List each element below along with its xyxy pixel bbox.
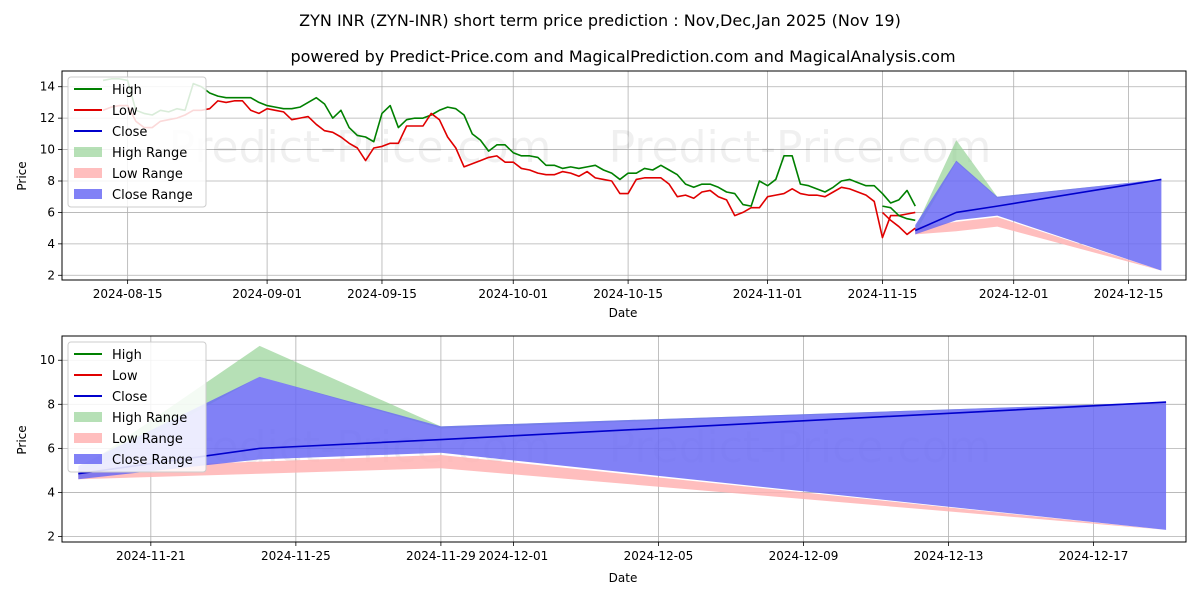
top-x-ticks: 2024-08-15 2024-09-01 2024-09-15 2024-10-01… xyxy=(93,280,1164,301)
x-tick-label: 2024-12-17 xyxy=(1059,549,1129,563)
top-watermark-left: Predict-Price.com xyxy=(169,122,552,173)
y-tick-label: 14 xyxy=(40,80,55,94)
legend-label: High xyxy=(112,83,142,98)
legend-label: High xyxy=(112,348,142,363)
bottom-x-axis-label: Date xyxy=(609,571,638,585)
legend-label: Close xyxy=(112,125,147,140)
legend-swatch-high-range xyxy=(74,412,102,422)
legend-label: High Range xyxy=(112,146,187,161)
bottom-x-ticks: 2024-11-21 2024-11-25 2024-11-29 2024-12-01… xyxy=(116,542,1128,563)
legend-swatch-close-range xyxy=(74,189,102,199)
low-history-line xyxy=(102,100,916,239)
y-tick-label: 2 xyxy=(47,529,55,543)
top-watermark-right: Predict-Price.com xyxy=(609,122,992,173)
top-chart-panel: Predict-Price.com Predict-Price.com 2024… xyxy=(15,70,1187,320)
x-tick-label: 2024-11-25 xyxy=(261,549,331,563)
top-legend: High Low Close High Range Low Range Close Ran… xyxy=(67,76,207,208)
close-range-area xyxy=(78,376,1167,530)
legend-box xyxy=(67,76,207,208)
low-recent-line xyxy=(881,211,916,236)
y-tick-label: 10 xyxy=(40,353,55,367)
y-tick-label: 6 xyxy=(47,441,55,455)
y-tick-label: 12 xyxy=(40,111,55,125)
bottom-y-ticks: 2 4 6 8 10 xyxy=(40,353,62,543)
legend-swatch-high-range xyxy=(74,147,102,157)
x-tick-label: 2024-12-05 xyxy=(624,549,694,563)
y-tick-label: 8 xyxy=(47,174,55,188)
legend-label: Close xyxy=(112,390,147,405)
chart-title: ZYN INR (ZYN-INR) short term price predi… xyxy=(299,11,901,30)
x-tick-label: 2024-12-09 xyxy=(769,549,839,563)
close-range-area xyxy=(915,160,1162,271)
x-tick-label: 2024-09-01 xyxy=(232,287,302,301)
legend-label: Low xyxy=(112,369,138,384)
close-forecast-line xyxy=(914,178,1162,232)
top-range-areas xyxy=(915,140,1162,271)
x-tick-label: 2024-11-21 xyxy=(116,549,186,563)
y-tick-label: 6 xyxy=(47,205,55,219)
x-tick-label: 2024-11-29 xyxy=(406,549,476,563)
legend-label: Close Range xyxy=(112,188,193,203)
bottom-range-areas xyxy=(78,345,1167,530)
legend-swatch-low-range xyxy=(74,168,102,178)
top-y-axis-label: Price xyxy=(15,161,29,190)
x-tick-label: 2024-08-15 xyxy=(93,287,163,301)
legend-label: Low xyxy=(112,104,138,119)
top-x-axis-label: Date xyxy=(609,306,638,320)
x-tick-label: 2024-11-01 xyxy=(733,287,803,301)
bottom-plot-frame xyxy=(61,335,1187,543)
top-plot-frame xyxy=(61,70,1187,281)
top-grid xyxy=(62,71,1186,280)
legend-label: Low Range xyxy=(112,432,183,447)
top-y-ticks: 2 4 6 8 10 12 14 xyxy=(40,80,62,282)
x-tick-label: 2024-10-15 xyxy=(593,287,663,301)
x-tick-label: 2024-10-01 xyxy=(478,287,548,301)
high-history-line xyxy=(102,78,916,207)
y-tick-label: 4 xyxy=(47,485,55,499)
bottom-chart-panel: Predict-Price.com Predict-Price.com 2024… xyxy=(15,335,1187,585)
y-tick-label: 2 xyxy=(47,268,55,282)
x-tick-label: 2024-12-01 xyxy=(479,549,549,563)
x-tick-label: 2024-09-15 xyxy=(347,287,417,301)
legend-label: High Range xyxy=(112,411,187,426)
chart-subtitle: powered by Predict-Price.com and Magical… xyxy=(290,47,955,66)
bottom-legend: High Low Close High Range Low Range Close Ran… xyxy=(67,341,207,473)
x-tick-label: 2024-12-01 xyxy=(979,287,1049,301)
x-tick-label: 2024-12-13 xyxy=(914,549,984,563)
x-tick-label: 2024-11-15 xyxy=(848,287,918,301)
y-tick-label: 10 xyxy=(40,143,55,157)
x-tick-label: 2024-12-15 xyxy=(1094,287,1164,301)
legend-swatch-close-range xyxy=(74,454,102,464)
top-series-lines xyxy=(102,78,1162,239)
legend-label: Close Range xyxy=(112,453,193,468)
y-tick-label: 8 xyxy=(47,397,55,411)
legend-box xyxy=(67,341,207,473)
high-recent-line xyxy=(882,205,916,222)
legend-label: Low Range xyxy=(112,167,183,182)
legend-swatch-low-range xyxy=(74,433,102,443)
y-tick-label: 4 xyxy=(47,237,55,251)
bottom-y-axis-label: Price xyxy=(15,425,29,454)
